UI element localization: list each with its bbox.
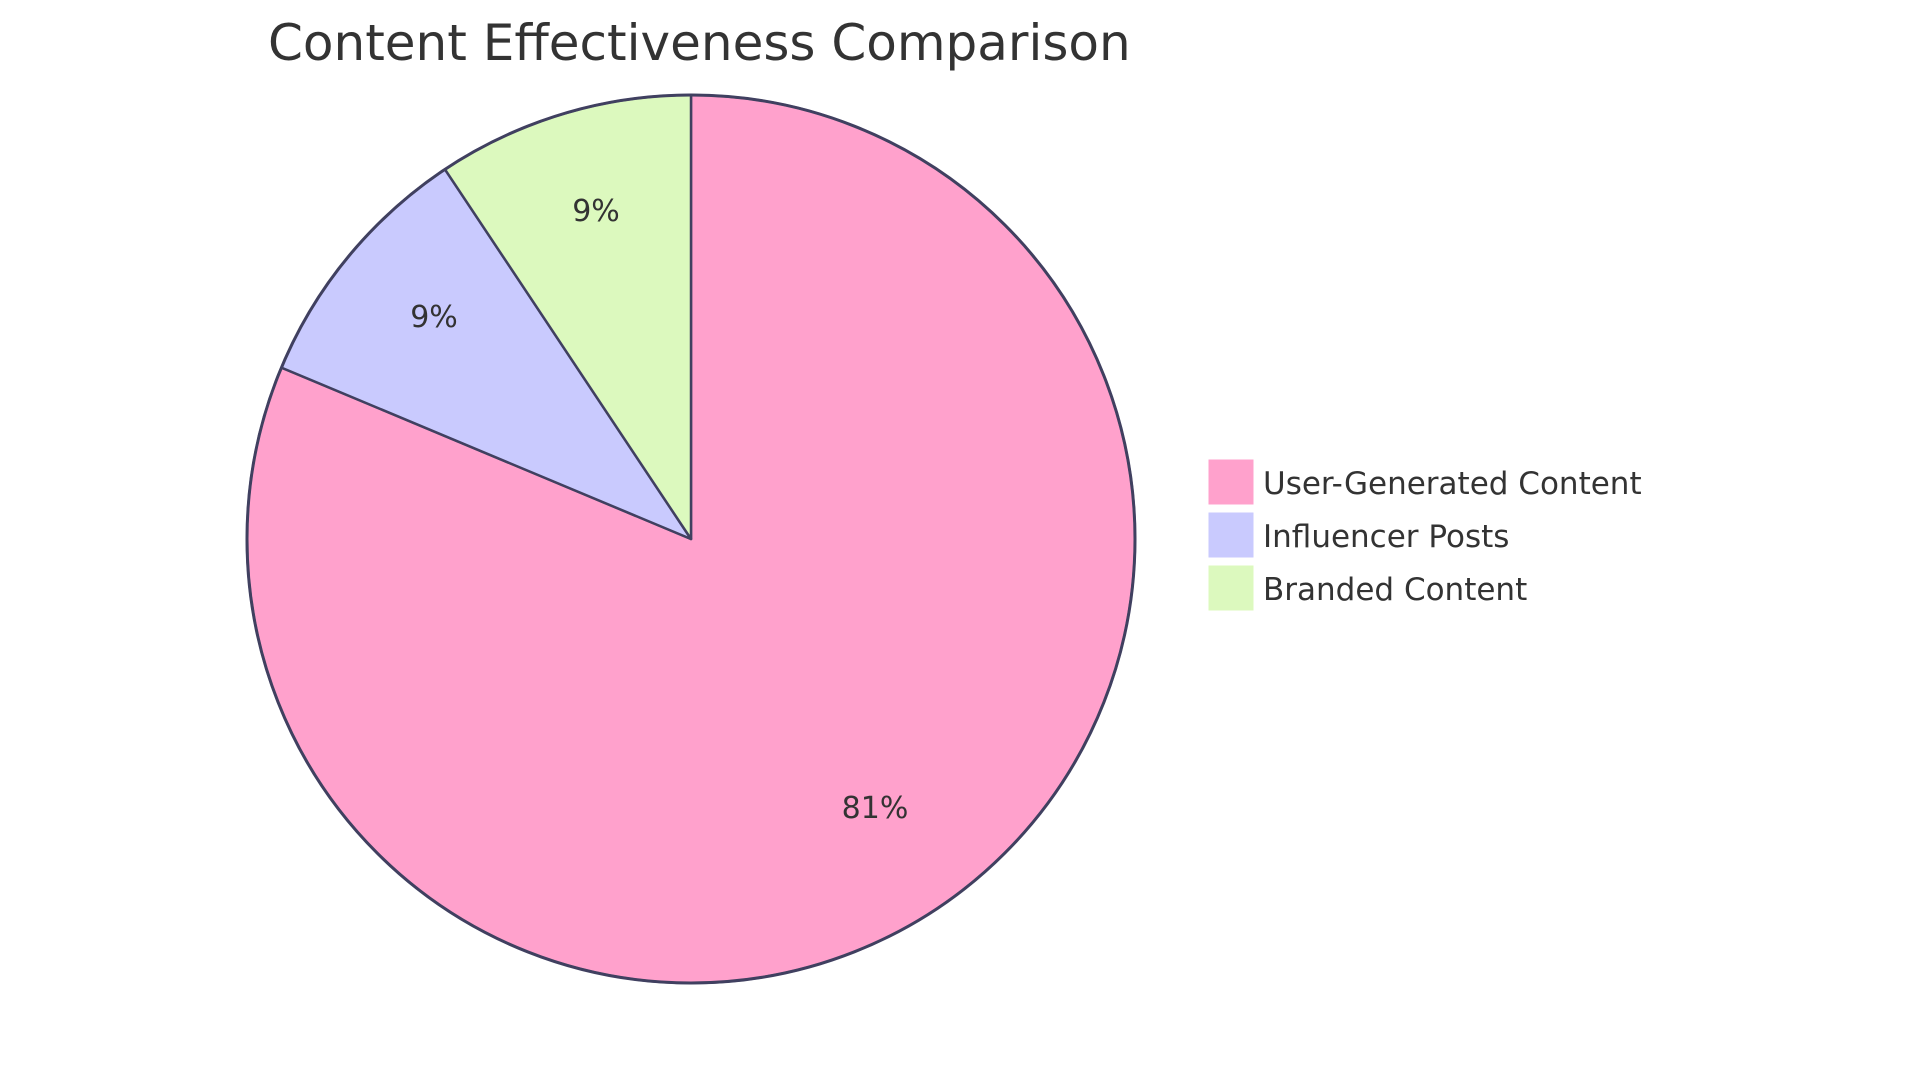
pie-outline [245,93,1137,985]
legend-item-user-generated-content[interactable]: User-Generated Content [1207,458,1642,506]
legend-swatch-green [1207,564,1255,612]
slice-labels: 81% 9% 9% [410,194,908,826]
legend-label: Influencer Posts [1263,519,1509,555]
slice-label-influencer-posts: 9% [410,300,458,335]
legend-swatch-lavender [1207,511,1255,559]
legend-item-branded-content[interactable]: Branded Content [1207,564,1527,612]
chart-title: Content Effectiveness Comparison [268,14,1131,72]
slice-label-branded-content: 9% [572,194,620,229]
legend: User-Generated Content Influencer Posts … [1207,458,1642,612]
legend-swatch-pink [1207,458,1255,506]
legend-label: Branded Content [1263,572,1527,608]
slice-label-user-generated-content: 81% [842,791,909,826]
legend-item-influencer-posts[interactable]: Influencer Posts [1207,511,1509,559]
pie-slices [245,93,1137,985]
legend-label: User-Generated Content [1263,466,1642,502]
